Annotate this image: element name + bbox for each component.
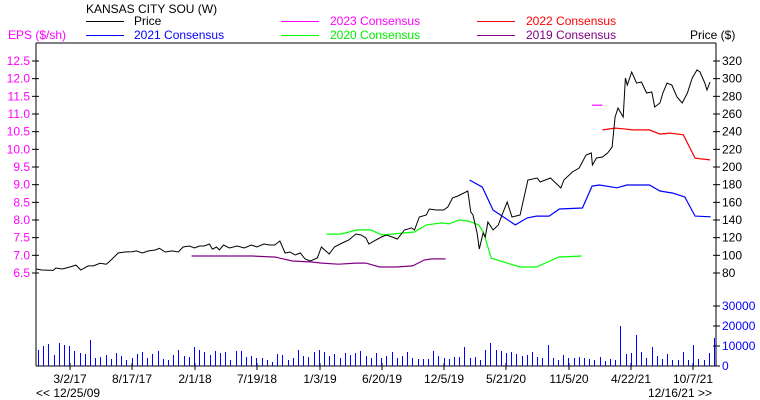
consensus-2022-line xyxy=(602,127,711,161)
price-tick-label: 160 xyxy=(722,195,742,209)
eps-axis-label: EPS ($/sh) xyxy=(8,28,67,42)
price-tick-label: 240 xyxy=(722,125,742,139)
eps-tick-label: 12.0 xyxy=(7,72,31,86)
eps-tick-label: 12.5 xyxy=(7,54,31,68)
consensus-2021-line xyxy=(469,179,711,226)
x-tick-label: 3/2/17 xyxy=(53,372,87,386)
legend-label-2019: 2019 Consensus xyxy=(526,28,617,42)
eps-tick-label: 9.5 xyxy=(13,160,30,174)
range-start-link[interactable]: << 12/25/09 xyxy=(36,386,101,400)
x-tick-label: 11/5/20 xyxy=(549,372,588,386)
chart-title: KANSAS CITY SOU (W) xyxy=(86,2,218,16)
price-tick-label: 300 xyxy=(722,72,742,86)
volume-tick-label: 20000 xyxy=(722,319,756,333)
x-tick-label: 12/5/19 xyxy=(424,372,464,386)
eps-tick-label: 7.5 xyxy=(13,231,30,245)
price-tick-label: 100 xyxy=(722,248,742,262)
price-tick-label: 260 xyxy=(722,107,742,121)
legend-line-2019 xyxy=(477,35,515,36)
legend-label-price: Price xyxy=(134,14,162,28)
x-tick-label: 6/20/19 xyxy=(362,372,402,386)
eps-tick-label: 10.5 xyxy=(7,125,31,139)
legend-label-2021: 2021 Consensus xyxy=(134,28,225,42)
legend-line-price xyxy=(86,21,124,22)
x-tick-label: 10/7/21 xyxy=(673,372,713,386)
legend-label-2022: 2022 Consensus xyxy=(526,14,617,28)
legend-line-2021 xyxy=(86,35,124,36)
x-tick-label: 1/3/19 xyxy=(303,372,337,386)
price-tick-label: 80 xyxy=(722,266,736,280)
legend-line-2023 xyxy=(281,21,319,22)
price-tick-label: 320 xyxy=(722,54,742,68)
legend-line-2022 xyxy=(477,21,515,22)
eps-tick-label: 6.5 xyxy=(13,266,30,280)
eps-tick-label: 11.0 xyxy=(8,107,31,121)
price-tick-label: 140 xyxy=(722,213,742,227)
price-tick-label: 120 xyxy=(722,231,742,245)
price-tick-label: 180 xyxy=(722,178,742,192)
consensus-2020-line xyxy=(326,219,582,268)
eps-tick-label: 8.5 xyxy=(13,195,30,209)
price-tick-label: 280 xyxy=(722,89,742,103)
x-tick-label: 5/21/20 xyxy=(486,372,526,386)
price-line xyxy=(36,69,711,271)
price-tick-label: 200 xyxy=(722,160,742,174)
range-end-link[interactable]: 12/16/21 >> xyxy=(647,386,712,400)
volume-tick-label: 0 xyxy=(722,359,729,373)
price-tick-label: 220 xyxy=(722,142,742,156)
volume-tick-label: 10000 xyxy=(722,339,756,353)
x-tick-label: 2/1/18 xyxy=(178,372,212,386)
legend-label-2023: 2023 Consensus xyxy=(330,14,421,28)
x-tick-label: 8/17/17 xyxy=(112,372,152,386)
eps-tick-label: 9.0 xyxy=(13,178,30,192)
legend-label-2020: 2020 Consensus xyxy=(330,28,421,42)
legend-line-2020 xyxy=(281,35,319,36)
eps-tick-label: 7.0 xyxy=(13,248,30,262)
x-tick-label: 4/22/21 xyxy=(611,372,651,386)
eps-tick-label: 8.0 xyxy=(13,213,30,227)
price-axis-label: Price ($) xyxy=(690,28,736,42)
eps-tick-label: 11.5 xyxy=(8,89,31,103)
consensus-2019-line xyxy=(191,255,446,268)
volume-tick-label: 30000 xyxy=(722,299,756,313)
x-tick-label: 7/19/18 xyxy=(237,372,277,386)
eps-tick-label: 10.0 xyxy=(7,142,31,156)
